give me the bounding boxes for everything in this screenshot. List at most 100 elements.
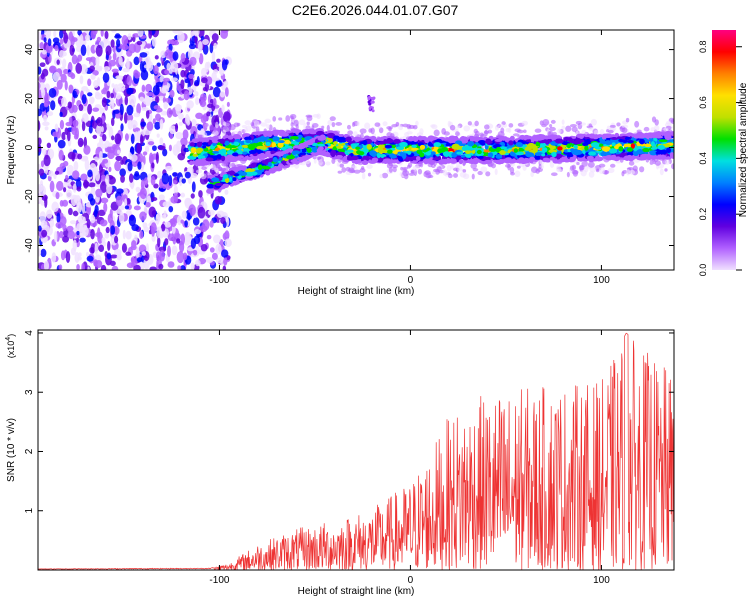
heatmap-noise-cell: [135, 246, 140, 259]
heatmap-noise-cell: [43, 114, 48, 122]
heatmap-faint-cell: [210, 164, 216, 171]
heatmap-noise-cell: [81, 121, 86, 132]
heatmap-ridge-cell: [449, 158, 457, 164]
heatmap-ridge-cell: [211, 136, 217, 142]
heatmap-noise-cell: [43, 260, 49, 270]
heatmap-noise-cell: [111, 103, 115, 110]
heatmap-noise-cell: [136, 143, 142, 155]
heatmap-noise-cell: [41, 229, 48, 238]
heatmap-faint-cell: [382, 121, 388, 127]
heatmap-noise-cell: [172, 172, 178, 177]
heatmap-ridge-cell: [456, 151, 463, 155]
heatmap-ridge-cell: [546, 136, 552, 140]
heatmap-noise-cell: [224, 230, 230, 241]
heatmap-ridge-cell: [568, 140, 578, 144]
heatmap-noise-cell: [56, 59, 60, 65]
heatmap-ridge-cell: [411, 144, 417, 148]
heatmap-noise-cell: [186, 100, 194, 109]
heatmap-faint-cell: [443, 131, 450, 136]
heatmap-noise-cell: [89, 65, 95, 72]
heatmap-noise-cell: [94, 242, 99, 255]
heatmap-ridge-cell: [487, 152, 494, 158]
heatmap-ridge-cell: [232, 152, 239, 157]
heatmap-faint-cell: [477, 170, 483, 176]
heatmap-ridge-cell: [365, 155, 370, 161]
heatmap-faint-cell: [264, 118, 272, 124]
heatmap-ridge-cell: [336, 151, 345, 156]
heatmap-noise-cell: [40, 72, 45, 80]
heatmap-noise-cell: [220, 216, 226, 225]
heatmap-noise-cell: [214, 195, 222, 205]
heatmap-noise-cell: [79, 75, 84, 85]
heatmap-noise-cell: [181, 178, 186, 184]
heatmap-ridge-cell: [191, 147, 197, 154]
heatmap-noise-cell: [174, 123, 179, 133]
heatmap-noise-cell: [148, 30, 153, 39]
heatmap-noise-cell: [195, 259, 201, 267]
heatmap-faint-cell: [508, 123, 514, 128]
heatmap-noise-cell: [209, 220, 214, 228]
heatmap-ridge-cell: [650, 141, 655, 147]
heatmap-noise-cell: [159, 249, 165, 262]
heatmap-faint-cell: [474, 120, 479, 127]
heatmap-ridge-cell: [286, 130, 292, 134]
heatmap-noise-cell: [159, 118, 164, 130]
heatmap-noise-cell: [177, 265, 182, 270]
heatmap-faint-cell: [312, 122, 319, 128]
heatmap-faint-cell: [335, 122, 343, 126]
heatmap-noise-cell: [115, 155, 123, 162]
heatmap-ridge-cell: [549, 156, 556, 161]
heatmap-ridge-cell: [379, 144, 385, 149]
heatmap-faint-cell: [410, 169, 415, 174]
heatmap-noise-cell: [97, 209, 106, 217]
heatmap-noise-cell: [41, 88, 46, 99]
heatmap-noise-cell: [60, 73, 67, 83]
heatmap-noise-cell: [38, 31, 42, 42]
heatmap-noise-cell: [226, 101, 230, 108]
heatmap-noise-cell: [154, 55, 159, 60]
heatmap-noise-cell: [198, 190, 203, 198]
heatmap-noise-cell: [185, 236, 194, 241]
heatmap-noise-cell: [38, 81, 41, 90]
heatmap-faint-cell: [665, 120, 672, 125]
heatmap-noise-cell: [117, 149, 121, 155]
heatmap-noise-cell: [156, 133, 160, 138]
heatmap-noise-cell: [208, 209, 215, 216]
heatmap-noise-cell: [135, 186, 141, 193]
heatmap-noise-cell: [120, 175, 125, 183]
heatmap-ridge-cell: [269, 130, 279, 135]
heatmap-noise-cell: [67, 101, 72, 109]
heatmap-ridge-cell: [508, 160, 516, 164]
heatmap-noise-cell: [152, 84, 160, 96]
heatmap-ridge-cell: [226, 154, 235, 160]
heatmap-noise-cell: [133, 173, 141, 181]
heatmap-ridge-cell: [346, 155, 352, 161]
heatmap-ridge-cell: [427, 135, 435, 141]
heatmap-faint-cell: [211, 130, 219, 137]
heatmap-noise-cell: [151, 37, 157, 47]
heatmap-faint-cell: [494, 168, 498, 176]
heatmap-faint-cell: [325, 161, 331, 166]
heatmap-ridge-cell: [464, 149, 472, 154]
heatmap-faint-cell: [347, 130, 353, 136]
heatmap-noise-cell: [121, 243, 127, 253]
heatmap-noise-cell: [115, 75, 122, 80]
heatmap-noise-cell: [178, 121, 183, 126]
heatmap-noise-cell: [128, 214, 137, 227]
heatmap-faint-cell: [367, 172, 372, 177]
heatmap-faint-cell: [407, 162, 413, 168]
heatmap-noise-cell: [92, 107, 100, 112]
heatmap-noise-cell: [157, 236, 161, 248]
heatmap-noise-cell: [183, 147, 190, 153]
heatmap-ridge-cell: [627, 139, 634, 144]
heatmap-faint-cell: [671, 163, 674, 170]
heatmap-faint-cell: [625, 117, 630, 123]
heatmap-noise-cell: [69, 220, 77, 225]
heatmap-noise-cell: [119, 103, 124, 116]
heatmap-ridge-cell: [425, 151, 432, 156]
heatmap-ridge-cell: [402, 153, 407, 160]
heatmap-noise-cell: [101, 143, 107, 149]
heatmap-ridge-cell: [209, 145, 216, 150]
heatmap-ridge-cell: [393, 138, 401, 144]
